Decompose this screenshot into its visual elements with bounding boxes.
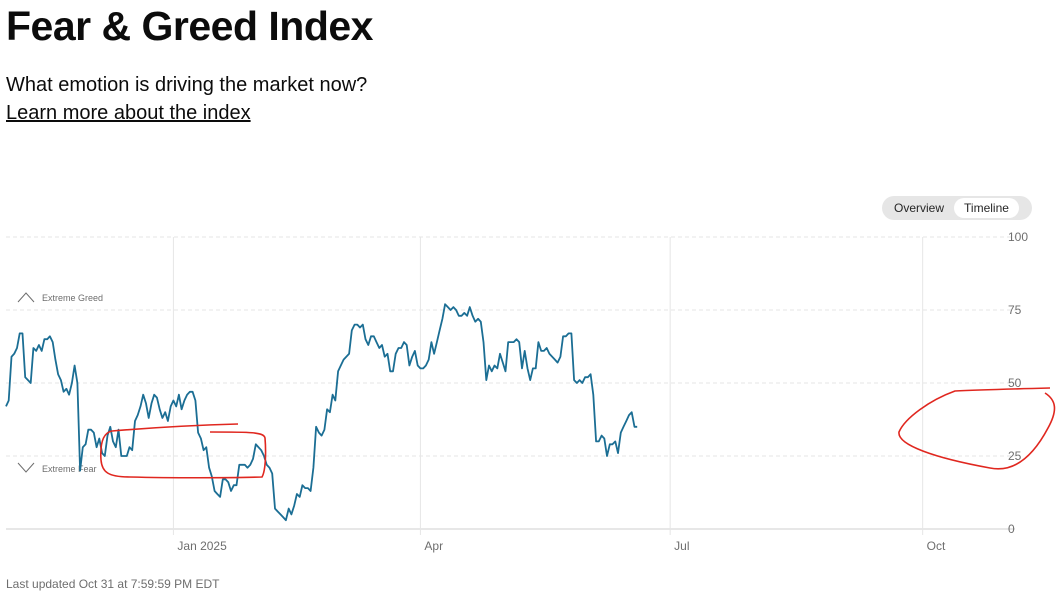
extreme-fear-label: Extreme Fear: [42, 464, 97, 474]
chart-grid: [6, 236, 1015, 535]
extreme-greed-label: Extreme Greed: [42, 293, 103, 303]
chart-zones: Extreme Greed Extreme Fear: [17, 292, 103, 474]
extreme-greed-icon: [17, 292, 35, 303]
extreme-fear-icon: [17, 462, 35, 473]
index-line: [5, 303, 638, 522]
x-tick-label: Jan 2025: [177, 539, 227, 553]
x-tick-label: Oct: [927, 539, 946, 553]
last-updated: Last updated Oct 31 at 7:59:59 PM EDT: [6, 577, 220, 591]
y-tick-label: 75: [1008, 303, 1022, 317]
annotation-left: [99, 423, 267, 479]
y-tick-label: 0: [1008, 522, 1015, 536]
page-title: Fear & Greed Index: [6, 3, 373, 49]
learn-more-link[interactable]: Learn more about the index: [6, 102, 251, 124]
red-annotations: [99, 387, 1056, 479]
y-axis: 0 25 50 75 100: [1008, 230, 1028, 536]
toggle-timeline[interactable]: Timeline: [954, 198, 1019, 218]
x-tick-label: Jul: [674, 539, 689, 553]
annotation-right: [898, 387, 1056, 470]
y-tick-label: 50: [1008, 376, 1022, 390]
x-tick-label: Apr: [424, 539, 443, 553]
page-subtitle: What emotion is driving the market now?: [6, 74, 368, 96]
y-tick-label: 25: [1008, 449, 1022, 463]
toggle-overview[interactable]: Overview: [894, 201, 945, 215]
view-toggle: Overview Timeline: [882, 196, 1032, 220]
x-axis: Jan 2025 Apr Jul Oct: [177, 539, 946, 553]
y-tick-label: 100: [1008, 230, 1028, 244]
